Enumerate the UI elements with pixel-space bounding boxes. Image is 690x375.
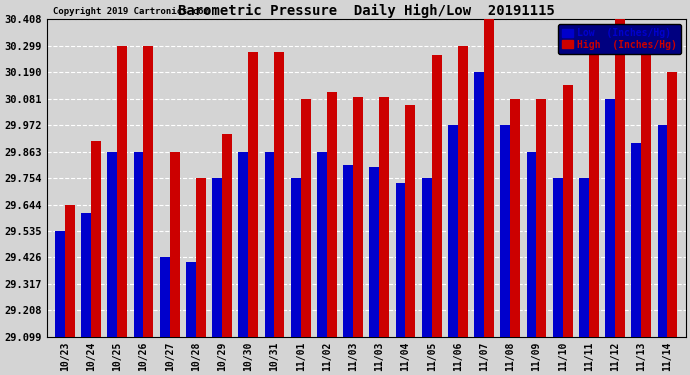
Bar <box>562 86 573 337</box>
Bar <box>144 46 153 337</box>
Bar <box>667 72 678 337</box>
Bar <box>380 96 389 337</box>
Bar <box>343 165 353 337</box>
Bar <box>448 125 458 337</box>
Bar <box>511 99 520 337</box>
Bar <box>353 96 363 337</box>
Bar <box>406 105 415 337</box>
Bar <box>55 231 65 337</box>
Bar <box>615 20 625 337</box>
Bar <box>327 92 337 337</box>
Bar <box>264 152 275 337</box>
Bar <box>222 134 232 337</box>
Title: Barometric Pressure  Daily High/Low  20191115: Barometric Pressure Daily High/Low 20191… <box>178 4 555 18</box>
Bar <box>275 53 284 337</box>
Bar <box>65 205 75 337</box>
Bar <box>589 53 599 337</box>
Bar <box>658 125 667 337</box>
Bar <box>186 262 196 337</box>
Bar <box>108 152 117 337</box>
Bar <box>238 152 248 337</box>
Bar <box>196 178 206 337</box>
Bar <box>301 99 310 337</box>
Bar <box>290 178 301 337</box>
Bar <box>81 213 91 337</box>
Bar <box>432 55 442 337</box>
Bar <box>500 125 511 337</box>
Bar <box>317 152 327 337</box>
Bar <box>579 178 589 337</box>
Bar <box>526 152 537 337</box>
Bar <box>474 72 484 337</box>
Bar <box>159 257 170 337</box>
Bar <box>553 178 562 337</box>
Bar <box>537 99 546 337</box>
Bar <box>422 178 432 337</box>
Bar <box>134 152 144 337</box>
Bar <box>369 167 380 337</box>
Bar <box>395 183 406 337</box>
Legend: Low  (Inches/Hg), High  (Inches/Hg): Low (Inches/Hg), High (Inches/Hg) <box>558 24 681 54</box>
Bar <box>458 46 468 337</box>
Text: Copyright 2019 Cartronics.com: Copyright 2019 Cartronics.com <box>53 8 209 16</box>
Bar <box>484 20 494 337</box>
Bar <box>117 46 127 337</box>
Bar <box>91 141 101 337</box>
Bar <box>212 178 222 337</box>
Bar <box>248 53 258 337</box>
Bar <box>605 99 615 337</box>
Bar <box>641 46 651 337</box>
Bar <box>170 152 179 337</box>
Bar <box>631 142 641 337</box>
